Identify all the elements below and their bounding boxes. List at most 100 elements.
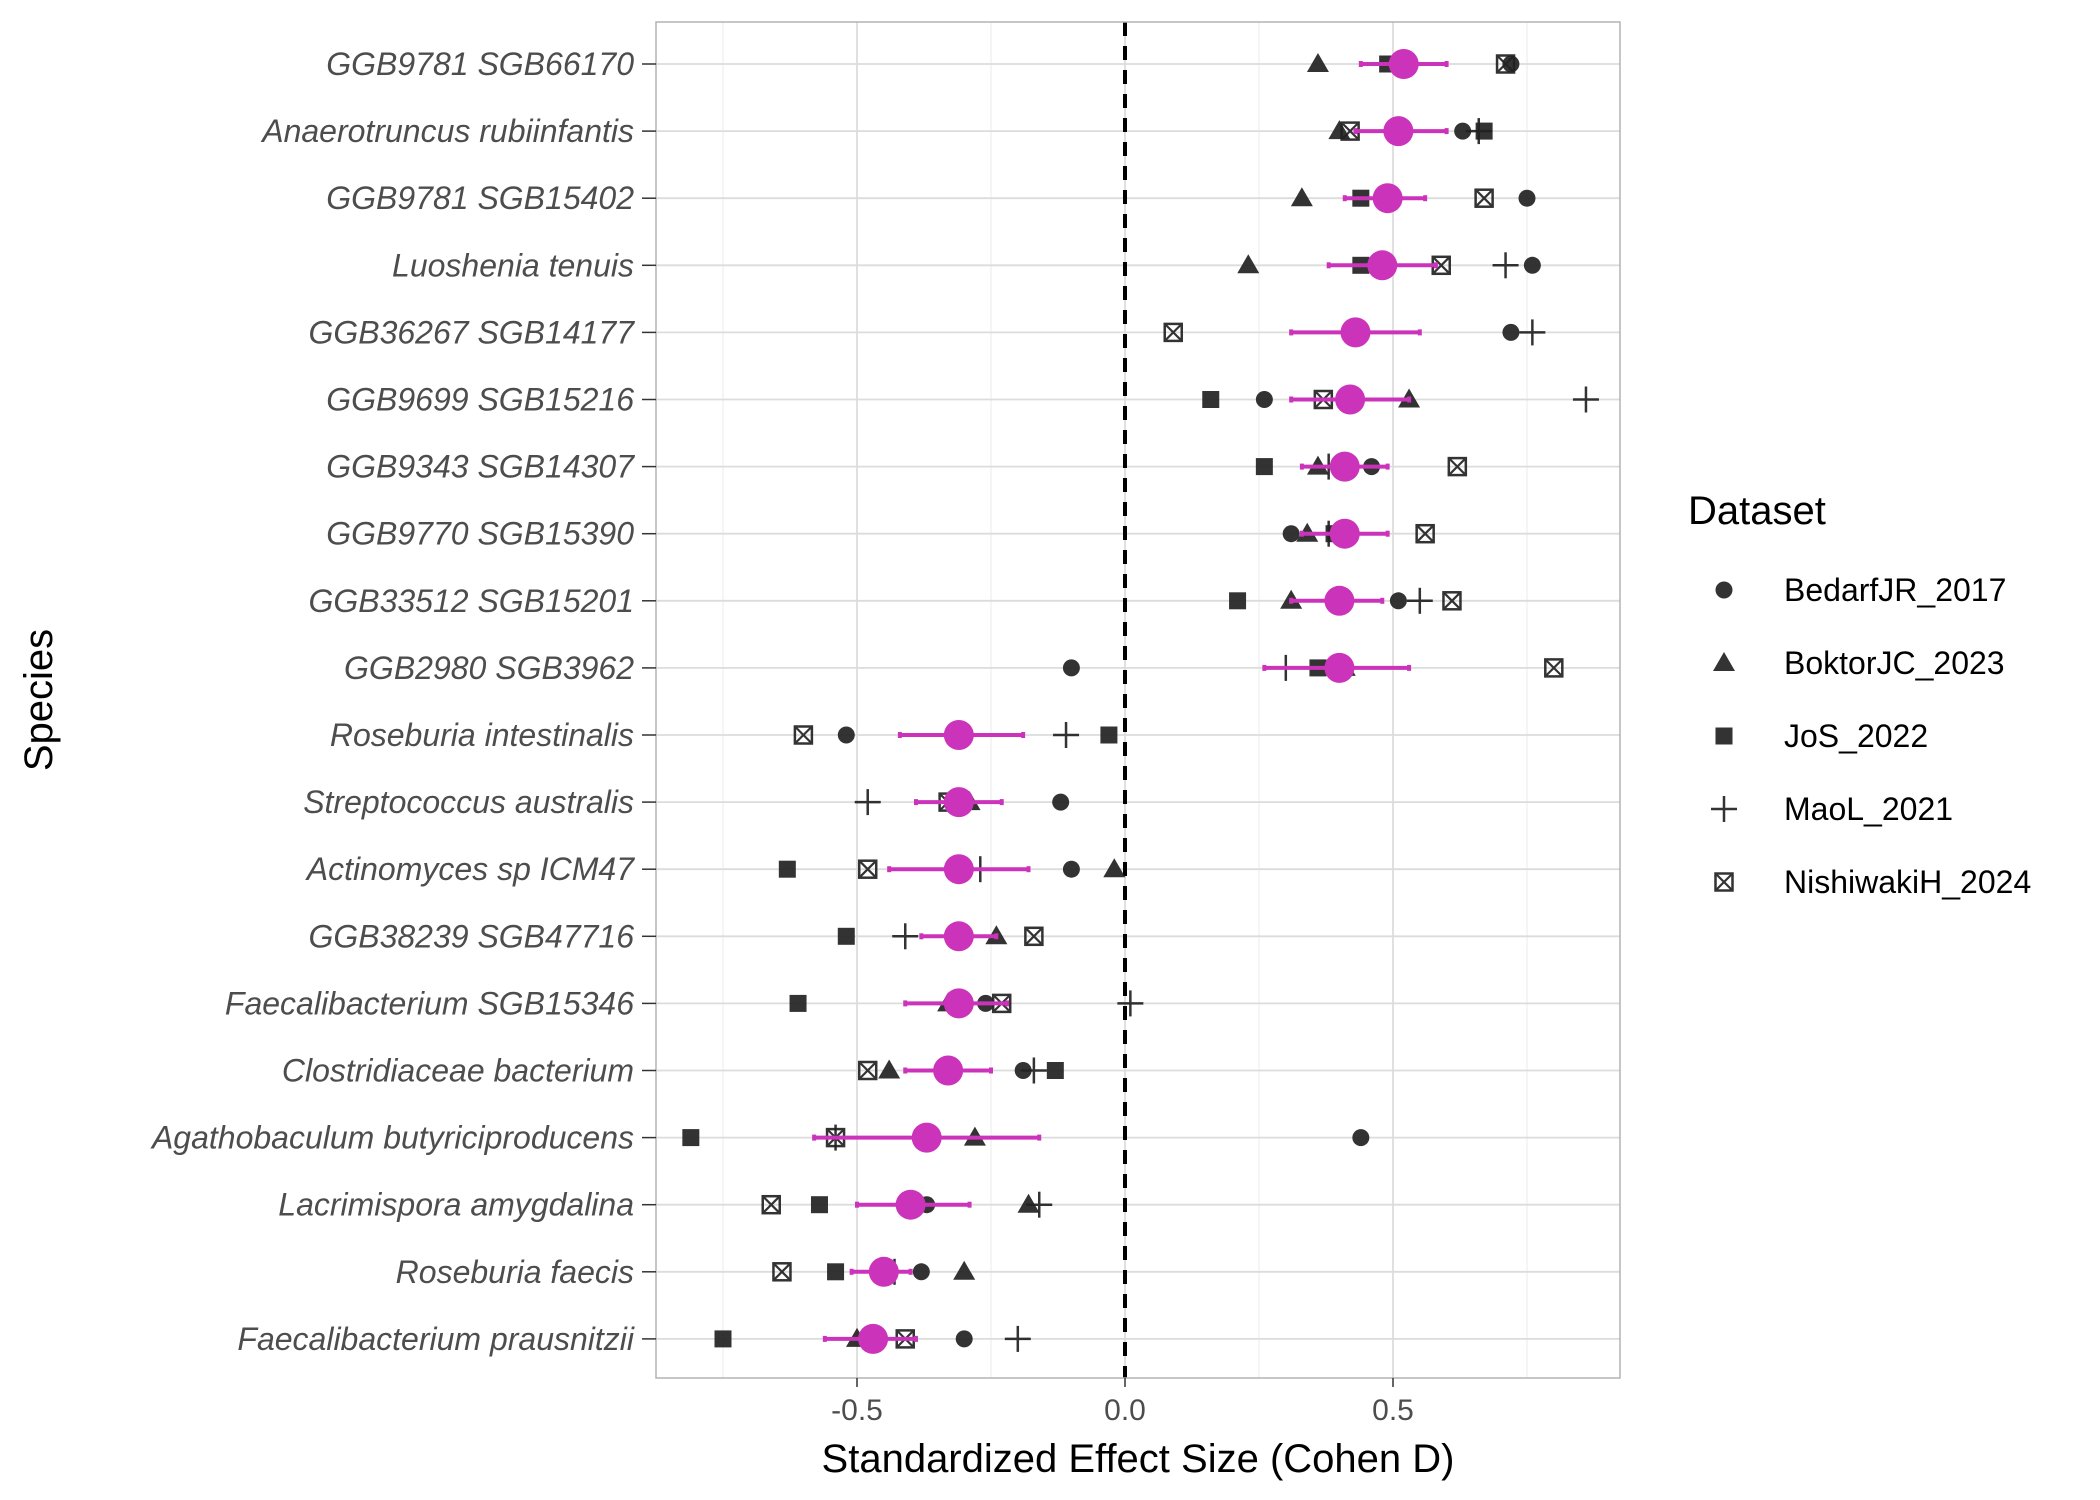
- summary-effect-point: [911, 1122, 942, 1153]
- summary-effect-point: [868, 1256, 899, 1287]
- point-nishiwakih_2024-x2: [1474, 188, 1494, 208]
- point-bedarfjr_2017: [1518, 189, 1536, 207]
- y-tick-label: Roseburia intestinalis: [330, 717, 634, 753]
- summary-effect-point: [943, 988, 974, 1019]
- point-boktorjc_2023: [1017, 1193, 1040, 1213]
- summary-effect-point: [943, 787, 974, 818]
- point-nishiwakih_2024-x2: [858, 1061, 877, 1080]
- legend-key-jos_2022: [1715, 727, 1733, 745]
- y-tick-label: GGB33512 SGB15201: [308, 583, 634, 619]
- x-tick-label: 0.5: [1372, 1394, 1414, 1427]
- point-bedarfjr_2017: [1352, 1129, 1370, 1147]
- y-tick-label: GGB36267 SGB14177: [308, 314, 635, 350]
- point-boktorjc_2023: [1103, 858, 1126, 878]
- point-bedarfjr_2017-circle: [1352, 1129, 1370, 1147]
- point-jos_2022-square: [714, 1330, 732, 1348]
- point-jos_2022: [837, 927, 855, 945]
- point-jos_2022-square: [1046, 1062, 1064, 1079]
- legend-key-boktorjc_2023: [1713, 652, 1735, 671]
- point-nishiwakih_2024: [793, 725, 814, 745]
- point-maol_2021: [854, 789, 881, 816]
- point-maol_2021: [1519, 319, 1546, 346]
- point-bedarfjr_2017-circle: [1389, 592, 1407, 610]
- point-jos_2022: [1202, 391, 1220, 408]
- point-bedarfjr_2017-circle: [1502, 323, 1520, 341]
- legend-key-nishiwakih_2024: [1714, 872, 1734, 892]
- point-jos_2022-square: [682, 1129, 700, 1147]
- point-bedarfjr_2017: [1502, 323, 1520, 341]
- point-jos_2022: [1255, 458, 1273, 476]
- summary-effect-point: [895, 1189, 926, 1220]
- point-nishiwakih_2024-box: [1474, 188, 1494, 208]
- y-tick-label: Streptococcus australis: [303, 784, 634, 820]
- point-boktorjc_2023: [1290, 187, 1313, 207]
- point-boktorjc_2023-triangle: [1237, 254, 1260, 274]
- point-nishiwakih_2024: [772, 1262, 792, 1282]
- x-tick-labels: -0.5 0.0 0.5: [831, 1378, 1414, 1427]
- point-nishiwakih_2024: [857, 1060, 878, 1081]
- point-bedarfjr_2017-circle: [955, 1330, 973, 1348]
- point-maol_2021: [1465, 118, 1492, 145]
- point-boktorjc_2023-triangle: [878, 1059, 901, 1079]
- legend-label: BoktorJC_2023: [1784, 645, 2005, 681]
- point-maol_2021: [1117, 990, 1144, 1017]
- legend-items: BedarfJR_2017 BoktorJC_2023 JoS_2022 MaoL_2…: [1711, 572, 2031, 900]
- point-maol_2021: [1026, 1191, 1053, 1218]
- y-tick-label: GGB9699 SGB15216: [326, 382, 634, 418]
- point-jos_2022: [827, 1263, 845, 1281]
- point-bedarfjr_2017-circle: [1523, 256, 1541, 274]
- summary-effect-point: [943, 921, 974, 952]
- point-nishiwakih_2024: [857, 859, 878, 879]
- y-tick-label: Faecalibacterium SGB15346: [225, 985, 634, 1021]
- point-nishiwakih_2024-x2: [794, 725, 813, 745]
- y-tick-label: Luoshenia tenuis: [392, 247, 634, 283]
- point-maol_2021: [1004, 1325, 1031, 1352]
- point-jos_2022-square: [827, 1263, 845, 1281]
- point-nishiwakih_2024-x2: [1544, 658, 1564, 678]
- x-tick-label: -0.5: [831, 1394, 883, 1427]
- point-bedarfjr_2017: [1062, 860, 1080, 878]
- point-maol_2021: [1053, 722, 1080, 748]
- legend-key-bedarfjr_2017: [1715, 581, 1733, 599]
- y-tick-label: Actinomyces sp ICM47: [305, 851, 635, 887]
- x-axis-title: Standardized Effect Size (Cohen D): [822, 1437, 1455, 1481]
- summary-effect-point: [1340, 317, 1371, 348]
- point-bedarfjr_2017: [1523, 256, 1541, 274]
- point-boktorjc_2023: [1328, 120, 1351, 140]
- point-boktorjc_2023: [878, 1059, 901, 1079]
- point-nishiwakih_2024-box: [857, 859, 878, 879]
- point-maol_2021: [1492, 252, 1519, 279]
- summary-effect-point: [943, 854, 974, 885]
- y-tick-label: Lacrimispora amygdalina: [278, 1187, 634, 1223]
- point-nishiwakih_2024-box: [1024, 926, 1044, 947]
- y-axis-title: Species: [17, 629, 61, 771]
- legend-key-nishiwakih_2024-box: [1714, 872, 1734, 892]
- point-nishiwakih_2024-x2: [1431, 256, 1451, 275]
- summary-effect-point: [1388, 49, 1419, 79]
- y-tick-labels: GGB9781 SGB66170 Anaerotruncus rubiinfant…: [150, 46, 656, 1357]
- point-nishiwakih_2024-x2: [1024, 927, 1044, 946]
- point-jos_2022-square: [789, 994, 807, 1012]
- point-jos_2022: [714, 1330, 732, 1348]
- y-tick-label: Agathobaculum butyriciproducens: [150, 1120, 634, 1156]
- point-nishiwakih_2024: [1442, 591, 1462, 611]
- point-jos_2022-square: [837, 927, 855, 945]
- legend-label: JoS_2022: [1784, 718, 1928, 754]
- point-jos_2022: [810, 1196, 828, 1214]
- y-tick-label: GGB9781 SGB66170: [326, 46, 634, 82]
- point-bedarfjr_2017: [912, 1263, 930, 1281]
- summary-effect-point: [1329, 451, 1360, 482]
- y-tick-label: Faecalibacterium prausnitzii: [237, 1321, 635, 1357]
- point-nishiwakih_2024-box: [1495, 54, 1516, 74]
- point-bedarfjr_2017-circle: [1454, 122, 1472, 140]
- panel-border: [655, 21, 1621, 1379]
- point-nishiwakih_2024-box: [1442, 591, 1462, 611]
- point-maol_2021: [1406, 587, 1433, 614]
- point-nishiwakih_2024: [1474, 188, 1494, 208]
- point-bedarfjr_2017: [1282, 525, 1300, 543]
- legend-key-boktorjc_2023-triangle: [1713, 652, 1735, 671]
- point-nishiwakih_2024-x2: [858, 859, 877, 879]
- point-jos_2022: [778, 860, 796, 878]
- summary-effect-point: [1372, 183, 1403, 214]
